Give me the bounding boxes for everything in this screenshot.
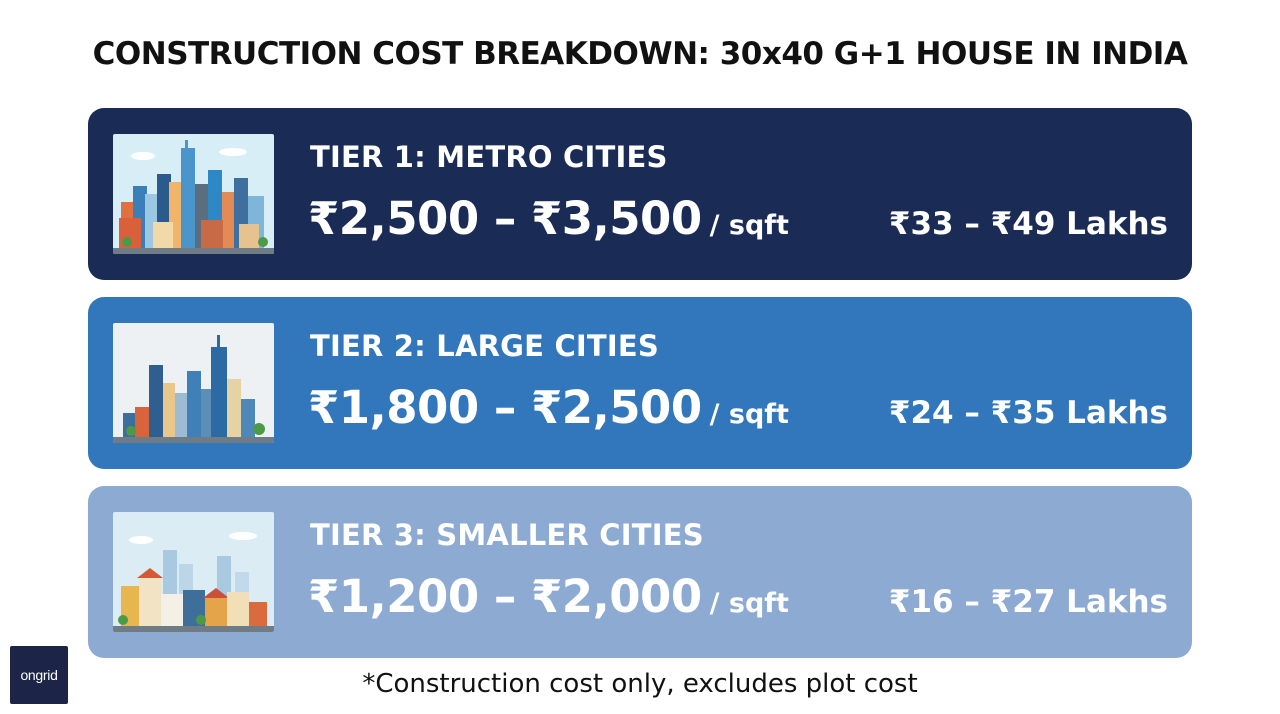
price-unit: / sqft bbox=[709, 210, 789, 241]
total-cost: ₹33 – ₹49 Lakhs bbox=[888, 206, 1168, 242]
large-city-skyline-icon bbox=[113, 323, 274, 443]
price-range: ₹1,200 – ₹2,000 bbox=[308, 570, 702, 623]
ongrid-logo: ongrid bbox=[10, 646, 68, 704]
price-range: ₹2,500 – ₹3,500 bbox=[308, 192, 702, 245]
page-title: CONSTRUCTION COST BREAKDOWN: 30x40 G+1 H… bbox=[92, 36, 1188, 72]
price-per-sqft: ₹1,200 – ₹2,000/ sqft bbox=[308, 570, 789, 623]
tier-1-card: TIER 1: METRO CITIES ₹2,500 – ₹3,500/ sq… bbox=[88, 108, 1192, 280]
tier-2-card: TIER 2: LARGE CITIES ₹1,800 – ₹2,500/ sq… bbox=[88, 297, 1192, 469]
tier-3-card: TIER 3: SMALLER CITIES ₹1,200 – ₹2,000/ … bbox=[88, 486, 1192, 658]
tier-label: TIER 2: LARGE CITIES bbox=[310, 329, 659, 363]
tier-label: TIER 1: METRO CITIES bbox=[310, 140, 668, 174]
logo-text: ongrid bbox=[20, 667, 58, 683]
price-per-sqft: ₹2,500 – ₹3,500/ sqft bbox=[308, 192, 789, 245]
price-range: ₹1,800 – ₹2,500 bbox=[308, 381, 702, 434]
price-unit: / sqft bbox=[709, 588, 789, 619]
price-per-sqft: ₹1,800 – ₹2,500/ sqft bbox=[308, 381, 789, 434]
metro-skyline-icon bbox=[113, 134, 274, 254]
small-town-icon bbox=[113, 512, 274, 632]
total-cost: ₹24 – ₹35 Lakhs bbox=[888, 395, 1168, 431]
price-unit: / sqft bbox=[709, 399, 789, 430]
footnote: *Construction cost only, excludes plot c… bbox=[362, 669, 918, 699]
tier-label: TIER 3: SMALLER CITIES bbox=[310, 518, 704, 552]
total-cost: ₹16 – ₹27 Lakhs bbox=[888, 584, 1168, 620]
